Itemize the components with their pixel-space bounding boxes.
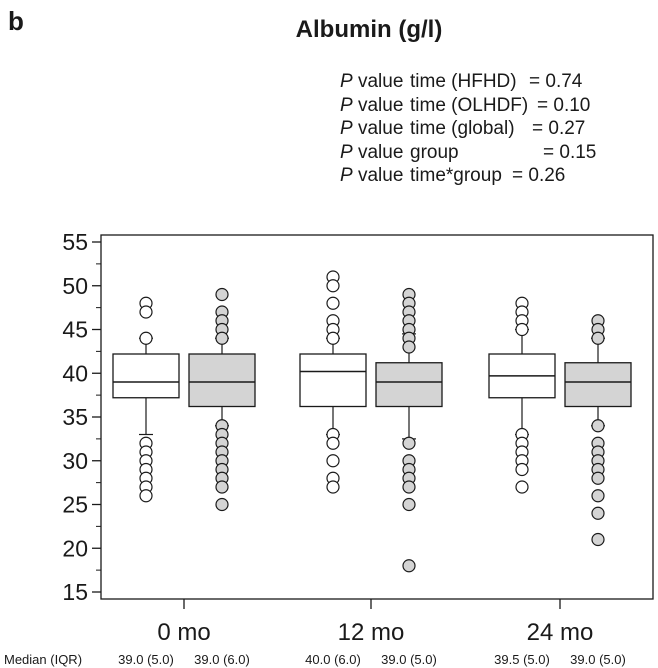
outlier-point [402,340,416,354]
box [188,353,256,408]
p-label: P [340,141,353,163]
outlier-point [215,287,229,302]
box [375,362,443,408]
p-word: value [357,141,404,163]
p-label: P [340,165,353,186]
p-term: time*group [410,165,502,186]
p-value: = 0.10 [537,94,591,116]
outlier-point [591,489,605,503]
p-value-row: P value time*group = 0.26 [340,164,565,188]
outlier-point [591,331,605,345]
outlier-point [591,532,605,547]
outlier-point [326,436,340,450]
outlier-point [515,480,529,494]
p-word: value [357,165,404,186]
p-value: = 0.26 [512,165,566,186]
p-term: time (OLHDF) [410,94,529,116]
outlier-point [402,497,416,512]
outlier-point [326,331,340,345]
median-value-hfhd: 39.5 (5.0) [494,652,550,667]
chart-title: Albumin (g/l) [295,16,443,43]
p-term: group [410,141,459,163]
y-tick-label: 50 [62,273,88,299]
box [564,362,632,408]
outlier-point [515,462,529,477]
box [299,353,367,408]
outlier-point [326,454,340,468]
y-tick-label: 45 [62,317,88,343]
outlier-point [215,497,229,512]
outlier-point [591,419,605,433]
outlier-point [139,489,153,503]
median-value-olhdf: 39.0 (5.0) [381,652,437,667]
median-row-label: Median (IQR) [4,652,82,667]
outlier-point [215,480,229,494]
outlier-point [591,506,605,520]
outlier-point [402,480,416,494]
outlier-point [326,279,340,293]
outlier-point [326,480,340,494]
y-tick-label: 15 [62,579,88,605]
x-tick-label: 24 mo [527,619,594,646]
outlier-point [515,322,529,337]
x-tick-label: 0 mo [157,619,210,646]
outlier-point [402,559,416,573]
plot-frame [100,234,654,600]
y-tick-label: 30 [62,448,88,474]
p-word: value [357,71,404,92]
p-label: P [340,71,353,92]
p-value-row: P value time (HFHD) = 0.74 [340,70,582,94]
outlier-point [215,331,229,345]
p-value: = 0.15 [543,141,597,163]
y-tick-label: 25 [62,492,88,518]
outlier-point [591,471,605,485]
p-term: time (HFHD) [410,71,517,92]
p-word: value [357,118,404,139]
y-tick-label: 35 [62,404,88,430]
y-tick-label: 20 [62,535,88,561]
outlier-point [326,296,340,310]
p-value-row: P value time (global) = 0.27 [340,117,585,141]
median-value-hfhd: 40.0 (6.0) [305,652,361,667]
p-value: = 0.74 [529,71,583,92]
p-value-block: P value time (HFHD) = 0.74 P value time … [340,70,596,188]
median-value-olhdf: 39.0 (5.0) [570,652,626,667]
outlier-point [139,331,153,345]
p-value-row: P value time (OLHDF) = 0.10 [340,94,590,118]
p-word: value [357,94,404,116]
box [112,353,180,399]
p-value-row: P value group = 0.15 [340,141,596,165]
y-tick-label: 55 [62,229,88,255]
outlier-point [139,305,153,319]
median-value-hfhd: 39.0 (5.0) [118,652,174,667]
panel-letter: b [8,6,24,36]
p-value: = 0.27 [532,118,586,139]
outlier-point [402,436,416,450]
x-tick-label: 12 mo [338,619,405,646]
p-label: P [340,94,353,116]
p-label: P [340,118,353,139]
p-term: time (global) [410,118,515,139]
median-value-olhdf: 39.0 (6.0) [194,652,250,667]
y-tick-label: 40 [62,360,88,386]
